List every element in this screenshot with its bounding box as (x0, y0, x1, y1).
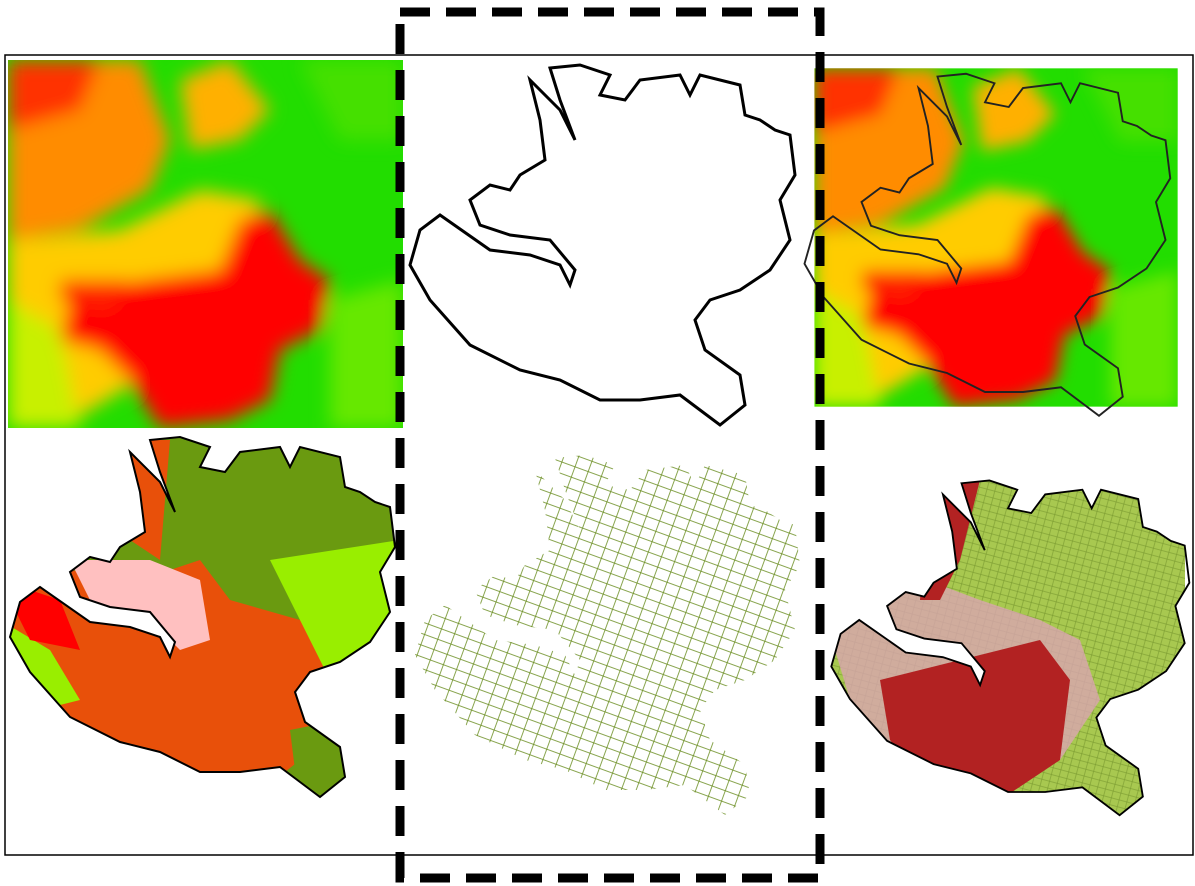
parcel-map (400, 440, 800, 840)
heat-map (8, 60, 403, 428)
figure (0, 0, 1195, 886)
boundary-outline (410, 65, 795, 425)
classified-map (0, 430, 400, 830)
